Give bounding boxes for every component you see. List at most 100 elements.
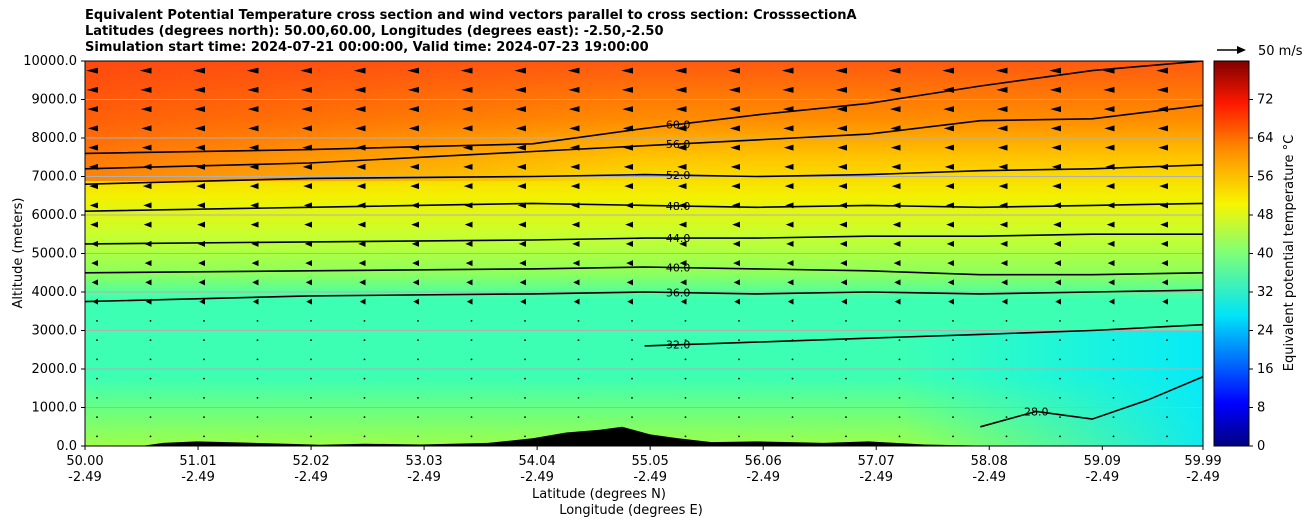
wind-vector bbox=[785, 202, 794, 209]
wind-vector bbox=[301, 106, 312, 113]
wind-vector bbox=[303, 202, 312, 209]
wind-vector bbox=[193, 86, 205, 93]
wind-vector bbox=[96, 396, 98, 399]
wind-vector bbox=[678, 221, 687, 228]
wind-vector bbox=[1050, 106, 1061, 113]
wind-vector bbox=[408, 106, 419, 113]
wind-vector bbox=[577, 377, 580, 380]
wind-vector bbox=[730, 144, 740, 151]
wind-vector bbox=[995, 67, 1008, 74]
wind-vector bbox=[96, 339, 98, 342]
contour-line bbox=[644, 323, 1203, 347]
wind-vector bbox=[782, 106, 794, 113]
wind-vector bbox=[791, 339, 794, 342]
wind-vector bbox=[1059, 377, 1061, 380]
wind-vector bbox=[140, 106, 152, 113]
wind-vector bbox=[677, 183, 687, 190]
wind-vector bbox=[410, 202, 419, 209]
wind-vector bbox=[952, 339, 954, 342]
wind-vector bbox=[729, 125, 740, 132]
wind-vector bbox=[1107, 260, 1115, 267]
wind-vector bbox=[947, 260, 954, 267]
wind-vector bbox=[1104, 144, 1115, 151]
wind-vector bbox=[354, 106, 366, 113]
wind-vector bbox=[1162, 298, 1168, 305]
wind-vector bbox=[675, 106, 687, 113]
wind-vector bbox=[144, 240, 152, 247]
wind-vector bbox=[1053, 221, 1061, 228]
wind-vector bbox=[892, 221, 901, 228]
x-tick-label-lon: -2.49 bbox=[407, 470, 441, 485]
x-axis-label-lon: Longitude (degrees E) bbox=[559, 503, 703, 518]
wind-vector bbox=[894, 298, 901, 305]
contour-line bbox=[85, 233, 1203, 245]
wind-vector bbox=[786, 240, 794, 247]
wind-vector bbox=[411, 240, 419, 247]
wind-vector bbox=[89, 202, 98, 209]
wind-vector bbox=[524, 358, 526, 361]
wind-vector bbox=[733, 260, 740, 267]
wind-vector bbox=[1106, 221, 1115, 228]
wind-vector bbox=[149, 396, 152, 399]
wind-vector bbox=[1108, 279, 1115, 286]
wind-vector bbox=[355, 144, 366, 151]
wind-vector bbox=[466, 298, 473, 305]
wind-vector bbox=[676, 144, 687, 151]
wind-vector bbox=[517, 202, 526, 209]
contour-label: 40.0 bbox=[666, 262, 691, 275]
title-line-2: Latitudes (degrees north): 50.00,60.00, … bbox=[85, 24, 664, 39]
wind-vector bbox=[203, 377, 205, 380]
wind-vector bbox=[516, 163, 526, 170]
wind-vector bbox=[470, 377, 473, 380]
wind-vector bbox=[303, 183, 312, 190]
wind-vector bbox=[845, 435, 847, 438]
wind-vector bbox=[679, 240, 687, 247]
x-tick-label-lon: -2.49 bbox=[68, 470, 102, 485]
wind-vector bbox=[249, 183, 259, 190]
contour-label: 48.0 bbox=[666, 200, 691, 213]
wind-vector bbox=[621, 86, 633, 93]
wind-vector bbox=[460, 67, 473, 74]
wind-vector bbox=[738, 435, 740, 438]
wind-vector bbox=[728, 86, 740, 93]
x-tick-label-lat: 50.00 bbox=[66, 454, 103, 469]
colorbar-ticks: 0 8 16 24 32 40 48 56 64 72 bbox=[1249, 93, 1274, 454]
wind-vector bbox=[304, 240, 312, 247]
x-tick-label-lat: 57.07 bbox=[858, 454, 895, 469]
wind-vector bbox=[839, 240, 847, 247]
wind-vector bbox=[310, 358, 312, 361]
wind-vector bbox=[1051, 163, 1061, 170]
colorbar-label: Equivalent potential temperature °C bbox=[1282, 135, 1297, 371]
wind-vector bbox=[87, 125, 98, 132]
wind-vector bbox=[524, 377, 526, 380]
colorbar-tick-label: 64 bbox=[1257, 131, 1274, 146]
wind-vector bbox=[845, 339, 847, 342]
wind-vector bbox=[91, 279, 98, 286]
wind-vector bbox=[942, 67, 954, 74]
wind-vector bbox=[1112, 319, 1115, 322]
wind-vector bbox=[786, 260, 794, 267]
wind-vector bbox=[999, 221, 1008, 228]
wind-vector bbox=[88, 144, 98, 151]
wind-vector bbox=[889, 106, 901, 113]
wind-vector bbox=[569, 144, 580, 151]
y-tick-label: 0.0 bbox=[56, 439, 77, 454]
wind-vector bbox=[677, 163, 687, 170]
quiver-key-label: 50 m/s bbox=[1258, 44, 1303, 59]
wind-vector bbox=[359, 298, 366, 305]
wind-vector bbox=[251, 260, 259, 267]
wind-vector bbox=[143, 202, 152, 209]
y-tick-label: 8000.0 bbox=[32, 131, 78, 146]
y-tick-label: 4000.0 bbox=[32, 285, 78, 300]
wind-vector bbox=[569, 125, 580, 132]
contour-label: 52.0 bbox=[666, 169, 691, 182]
x-tick-label-lon: -2.49 bbox=[294, 470, 328, 485]
wind-vector bbox=[730, 163, 740, 170]
colorbar-tick-label: 56 bbox=[1257, 170, 1274, 185]
wind-vector bbox=[898, 358, 901, 361]
wind-vector bbox=[142, 183, 152, 190]
wind-vector bbox=[623, 144, 633, 151]
wind-vector bbox=[90, 221, 98, 228]
wind-vector bbox=[470, 358, 473, 361]
colorbar-tick-label: 0 bbox=[1257, 439, 1265, 454]
